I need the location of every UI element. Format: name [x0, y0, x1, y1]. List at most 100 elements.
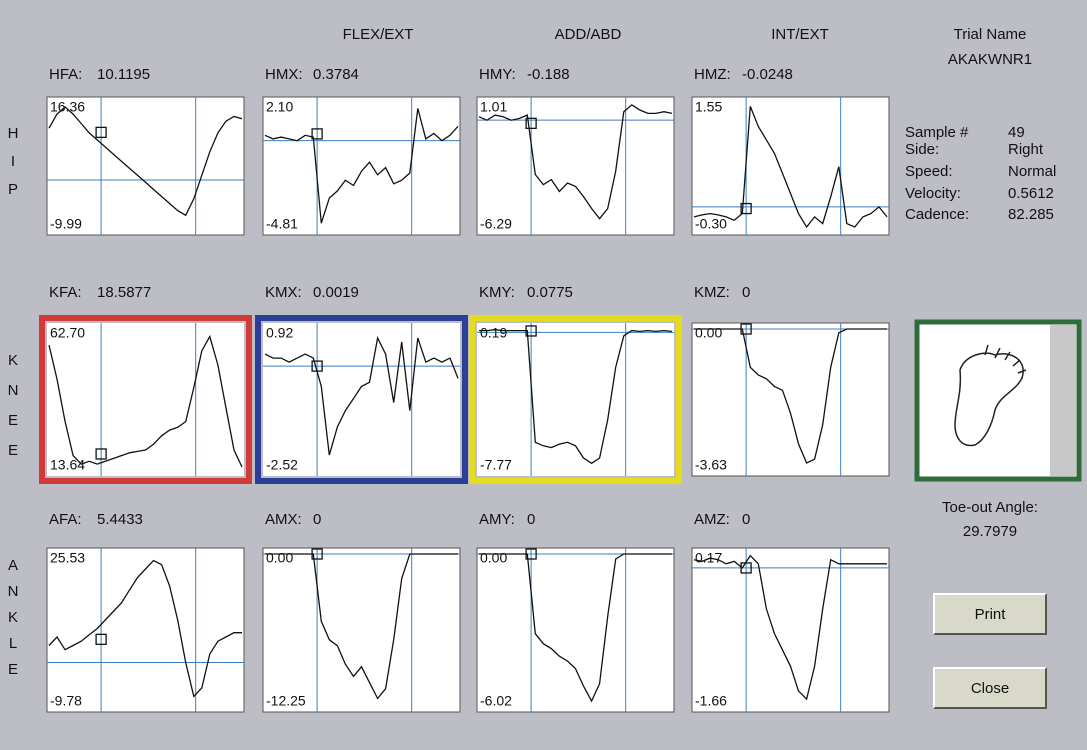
panel-highlight [255, 315, 468, 484]
y-range-label: -6.29 [480, 216, 512, 232]
y-range-label: 0.92 [266, 325, 293, 341]
y-range-label: -9.99 [50, 216, 82, 232]
info-label: Speed: [905, 163, 953, 180]
curve [694, 328, 887, 464]
cursor-marker [525, 325, 537, 337]
cursor-marker [311, 360, 323, 372]
column-header: INT/EXT [771, 26, 829, 43]
y-range-label: 0.00 [480, 550, 507, 566]
y-range-label: -4.81 [266, 216, 298, 232]
channel-name: HMZ: [694, 66, 731, 83]
y-range-label: 62.70 [50, 325, 85, 341]
channel-value: 0 [742, 284, 750, 301]
channel-name: HMX: [265, 66, 303, 83]
y-range-label: 1.01 [480, 99, 507, 115]
y-range-label: 0.19 [480, 325, 507, 341]
channel-name: AMX: [265, 511, 302, 528]
y-range-label: -0.30 [695, 216, 727, 232]
cursor-marker [95, 126, 107, 139]
plot-area [477, 323, 674, 476]
curve [48, 106, 243, 217]
row-label: HIP [7, 125, 19, 198]
panel-highlight [469, 315, 682, 484]
channel-name: AMY: [479, 511, 515, 528]
trial-name-label: Trial Name [954, 26, 1027, 43]
channel-name: KMX: [265, 284, 302, 301]
channel-value: 0 [527, 511, 535, 528]
y-range-label: -6.02 [480, 693, 512, 709]
channel-value: 10.1195 [97, 66, 150, 83]
trial-name: AKAKWNR1 [948, 51, 1032, 68]
foot-icon [954, 344, 1027, 447]
y-range-label: 25.53 [50, 550, 85, 566]
cursor-marker [525, 548, 537, 560]
curve [478, 104, 673, 220]
curve [479, 329, 673, 465]
y-range-label: 2.10 [266, 99, 293, 115]
y-range-label: -9.78 [50, 693, 82, 709]
plot-area [691, 96, 890, 236]
info-label: Velocity: [905, 185, 961, 202]
sample-value: 49 [1008, 124, 1025, 141]
y-range-label: 13.64 [50, 457, 85, 473]
toe-out-label: Toe-out Angle: [942, 499, 1038, 516]
info-label: Side: [905, 141, 939, 158]
y-range-label: -1.66 [695, 693, 727, 709]
curve [264, 335, 459, 456]
info-label: Cadence: [905, 206, 969, 223]
channel-name: KMY: [479, 284, 515, 301]
channel-value: 0 [313, 511, 321, 528]
plot-area [691, 322, 890, 477]
plot-area [263, 323, 460, 476]
plot-area [262, 547, 461, 713]
plot-area [46, 547, 245, 713]
plot-area [691, 547, 890, 713]
column-header: FLEX/EXT [343, 26, 414, 43]
channel-name: HFA: [49, 66, 82, 83]
cursor-marker [740, 202, 752, 215]
y-range-label: 16.36 [50, 99, 85, 115]
y-range-label: -12.25 [266, 693, 306, 709]
channel-value: 5.4433 [97, 511, 143, 528]
plot-area [476, 547, 675, 713]
curve [48, 559, 242, 698]
y-range-label: 0.00 [695, 325, 722, 341]
info-value: 82.285 [1008, 206, 1054, 223]
close-button[interactable]: Close [933, 667, 1047, 709]
plot-area [47, 323, 244, 476]
cursor-marker [95, 633, 107, 645]
info-value: Right [1008, 141, 1044, 158]
column-header: ADD/ABD [555, 26, 622, 43]
channel-name: AMZ: [694, 511, 730, 528]
channel-value: 0 [742, 511, 750, 528]
plot-area [46, 96, 245, 236]
print-button[interactable]: Print [933, 593, 1047, 635]
y-range-label: 0.00 [266, 550, 293, 566]
row-label: KNEE [7, 352, 19, 459]
y-range-label: 0.17 [695, 550, 722, 566]
cursor-marker [740, 323, 752, 335]
y-range-label: 1.55 [695, 99, 722, 115]
channel-name: KFA: [49, 284, 82, 301]
foot-panel-strip [1050, 325, 1076, 476]
row-label: ANKLE [7, 557, 19, 678]
cursor-marker [311, 548, 323, 560]
curve [693, 106, 888, 229]
channel-value: -0.0248 [742, 66, 793, 83]
channel-name: HMY: [479, 66, 516, 83]
channel-value: -0.188 [527, 66, 570, 83]
curve [693, 554, 887, 701]
sample-label: Sample # [905, 124, 969, 141]
cursor-marker [311, 128, 323, 140]
curve [479, 553, 672, 703]
channel-name: KMZ: [694, 284, 730, 301]
channel-value: 0.0775 [527, 284, 573, 301]
curve [265, 553, 458, 700]
info-value: Normal [1008, 163, 1056, 180]
channel-name: AFA: [49, 511, 82, 528]
y-range-label: -7.77 [480, 457, 512, 473]
cursor-marker [740, 562, 752, 574]
panel-highlight [39, 315, 252, 484]
